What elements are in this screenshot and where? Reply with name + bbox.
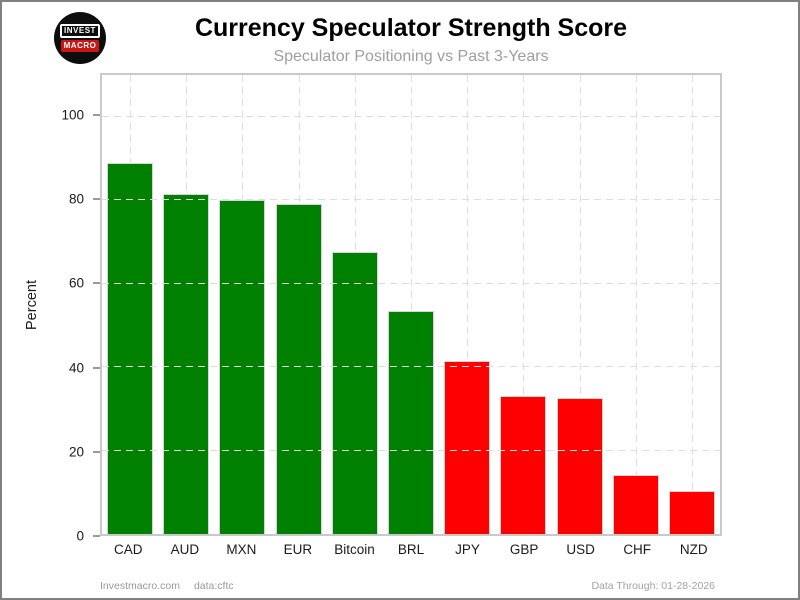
x-tick-label-brl: BRL xyxy=(397,542,425,557)
x-tick-label-mxn: MXN xyxy=(226,542,257,557)
footer-attribution: Investmacro.com data:cftc xyxy=(100,580,234,592)
bar-slot-mxn xyxy=(214,75,270,534)
y-tick-mark xyxy=(93,114,100,117)
bar-brl xyxy=(388,310,435,534)
bar-slot-nzd xyxy=(664,75,720,534)
footer-data-through: Data Through: 01-28-2026 xyxy=(591,580,715,592)
gridline-x-jpy xyxy=(467,75,469,534)
x-tick-label-bitcoin: Bitcoin xyxy=(334,542,375,557)
footer-site: Investmacro.com xyxy=(100,580,180,592)
x-tick-label-eur: EUR xyxy=(283,542,313,557)
gridline-x-gbp xyxy=(523,75,525,534)
y-tick-mark xyxy=(93,366,100,369)
plot-area xyxy=(100,73,722,536)
y-tick-label-20: 20 xyxy=(68,444,84,460)
bar-jpy xyxy=(444,360,491,534)
bar-usd xyxy=(556,398,603,534)
chart-subtitle: Speculator Positioning vs Past 3-Years xyxy=(273,48,549,65)
chart-title: Currency Speculator Strength Score xyxy=(194,14,628,42)
y-tick-mark xyxy=(93,450,100,453)
logo-text-macro: MACRO xyxy=(60,40,100,52)
x-tick-label-aud: AUD xyxy=(170,542,200,557)
y-tick-label-0: 0 xyxy=(76,528,84,544)
bar-gbp xyxy=(500,396,547,534)
x-tick-label-chf: CHF xyxy=(623,542,652,557)
gridline-y-20 xyxy=(102,449,720,451)
bar-slot-gbp xyxy=(495,75,551,534)
logo-text-invest: INVEST xyxy=(60,24,100,38)
bar-aud xyxy=(163,193,210,534)
bar-slot-jpy xyxy=(439,75,495,534)
bar-slot-bitcoin xyxy=(327,75,383,534)
bar-slot-brl xyxy=(383,75,439,534)
footer-source: data:cftc xyxy=(193,580,234,592)
y-tick-label-100: 100 xyxy=(61,107,84,123)
bar-bitcoin xyxy=(331,252,378,534)
y-axis: 0 20 40 60 80 100 xyxy=(2,73,100,544)
gridline-x-brl xyxy=(411,75,413,534)
investmacro-logo: INVEST MACRO xyxy=(54,12,106,64)
y-tick-label-80: 80 xyxy=(68,191,84,207)
bar-slot-usd xyxy=(552,75,608,534)
bar-slot-aud xyxy=(158,75,214,534)
x-axis-labels: CAD AUD MXN EUR Bitcoin BRL JPY GBP USD CHF NZD xyxy=(100,542,722,557)
y-tick-mark xyxy=(93,535,100,537)
gridline-y-80 xyxy=(102,199,720,201)
bar-eur xyxy=(275,204,322,534)
gridline-x-chf xyxy=(635,75,637,534)
bar-slot-chf xyxy=(608,75,664,534)
y-tick-mark xyxy=(93,282,100,285)
x-tick-label-gbp: GBP xyxy=(509,542,539,557)
y-tick-mark xyxy=(93,198,100,201)
x-tick-label-jpy: JPY xyxy=(455,542,480,557)
bar-chf xyxy=(612,474,659,534)
bar-nzd xyxy=(668,491,715,534)
bar-slot-eur xyxy=(271,75,327,534)
gridline-y-40 xyxy=(102,366,720,368)
y-tick-label-60: 60 xyxy=(68,275,84,291)
gridline-x-nzd xyxy=(691,75,693,534)
bar-slots xyxy=(102,75,720,534)
x-tick-label-nzd: NZD xyxy=(679,542,708,557)
y-tick-label-40: 40 xyxy=(68,360,84,376)
bar-slot-cad xyxy=(102,75,158,534)
gridline-y-60 xyxy=(102,282,720,284)
bar-cad xyxy=(107,162,154,534)
bar-mxn xyxy=(219,200,266,534)
gridline-y-100 xyxy=(102,115,720,117)
gridline-x-usd xyxy=(579,75,581,534)
x-tick-label-cad: CAD xyxy=(114,542,143,557)
x-tick-label-usd: USD xyxy=(566,542,595,557)
